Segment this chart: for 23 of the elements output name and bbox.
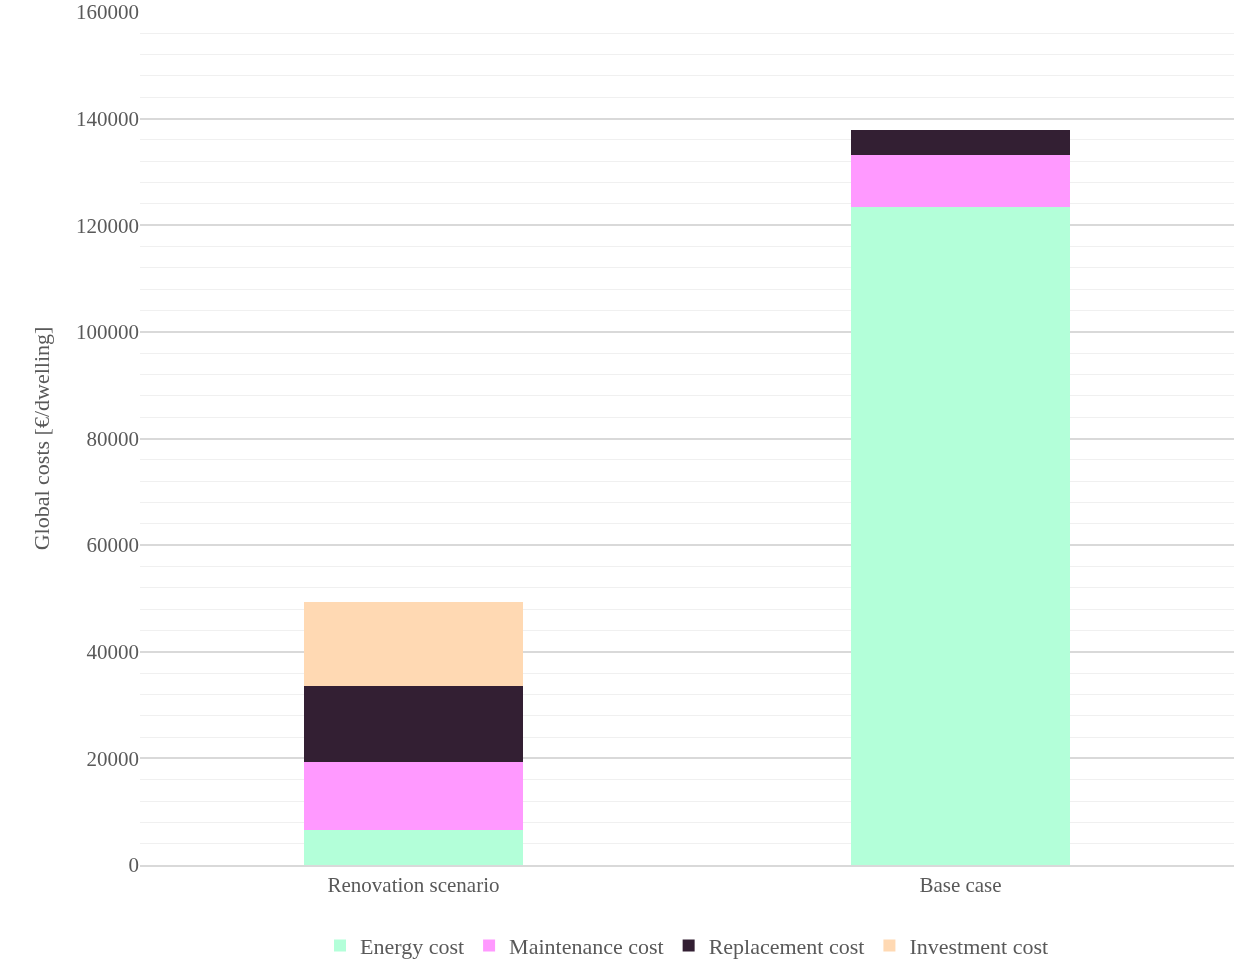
y-tick-label: 80000: [86, 426, 139, 451]
y-tick-label: 0: [128, 853, 139, 878]
bar: [851, 155, 1070, 207]
legend-label: Energy cost: [360, 934, 465, 960]
legend-label: Investment cost: [909, 934, 1049, 960]
y-tick-label: 120000: [76, 213, 139, 238]
y-tick-label: 60000: [86, 533, 139, 558]
bar: [304, 761, 523, 830]
y-tick-label: 20000: [86, 746, 139, 771]
bar: [851, 130, 1070, 156]
legend-label: Maintenance cost: [509, 934, 664, 960]
y-tick-label: 140000: [76, 106, 139, 131]
y-tick-label: 40000: [86, 640, 139, 665]
bar: [304, 686, 523, 762]
bar: [304, 829, 523, 865]
y-tick-label: 100000: [76, 320, 139, 345]
bar: [304, 601, 523, 687]
bar: [851, 206, 1070, 865]
y-axis-title: Global costs [€/dwelling]: [28, 326, 54, 551]
x-tick-label: Renovation scenario: [327, 872, 500, 897]
legend-label: Replacement cost: [708, 934, 865, 960]
y-tick-label: 160000: [76, 0, 139, 25]
x-tick-label: Base case: [919, 872, 1002, 897]
